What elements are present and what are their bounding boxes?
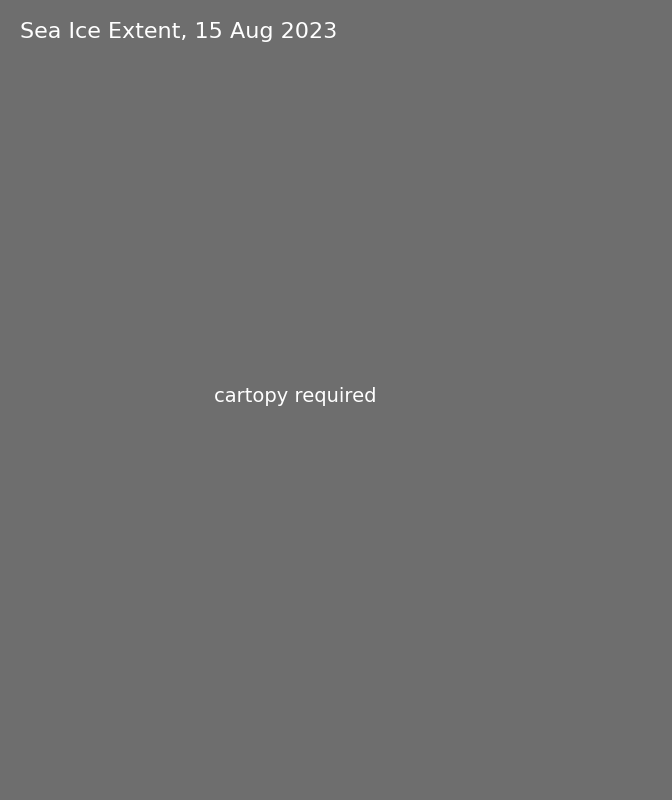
Text: Sea Ice Extent, 15 Aug 2023: Sea Ice Extent, 15 Aug 2023 [20, 22, 337, 42]
Text: cartopy required: cartopy required [214, 386, 377, 406]
